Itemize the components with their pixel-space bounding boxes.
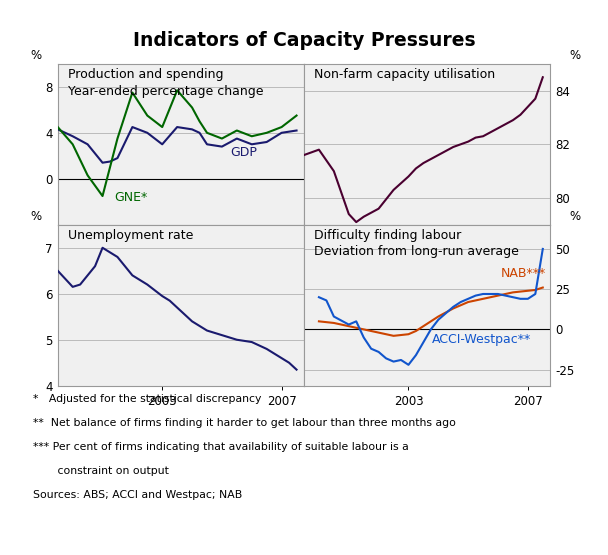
Text: %: % (569, 210, 581, 223)
Text: constraint on output: constraint on output (33, 466, 169, 476)
Text: %: % (569, 49, 581, 62)
Text: **  Net balance of firms finding it harder to get labour than three months ago: ** Net balance of firms finding it harde… (33, 418, 457, 428)
Text: Non-farm capacity utilisation: Non-farm capacity utilisation (314, 68, 495, 81)
Text: NAB***: NAB*** (501, 266, 546, 280)
Text: Unemployment rate: Unemployment rate (67, 229, 193, 242)
Text: Production and spending: Production and spending (67, 68, 223, 81)
Text: *   Adjusted for the statistical discrepancy: * Adjusted for the statistical discrepan… (33, 394, 262, 404)
Text: Sources: ABS; ACCI and Westpac; NAB: Sources: ABS; ACCI and Westpac; NAB (33, 490, 243, 500)
Text: *** Per cent of firms indicating that availability of suitable labour is a: *** Per cent of firms indicating that av… (33, 442, 409, 452)
Text: ACCI-Westpac**: ACCI-Westpac** (432, 334, 531, 346)
Text: Difficulty finding labour: Difficulty finding labour (314, 229, 461, 242)
Text: GNE*: GNE* (114, 191, 148, 204)
Text: GDP: GDP (230, 146, 257, 159)
Text: %: % (30, 210, 41, 223)
Text: Deviation from long-run average: Deviation from long-run average (314, 245, 519, 258)
Text: Year-ended percentage change: Year-ended percentage change (67, 85, 263, 98)
Text: %: % (30, 49, 41, 62)
Text: Indicators of Capacity Pressures: Indicators of Capacity Pressures (133, 31, 475, 49)
